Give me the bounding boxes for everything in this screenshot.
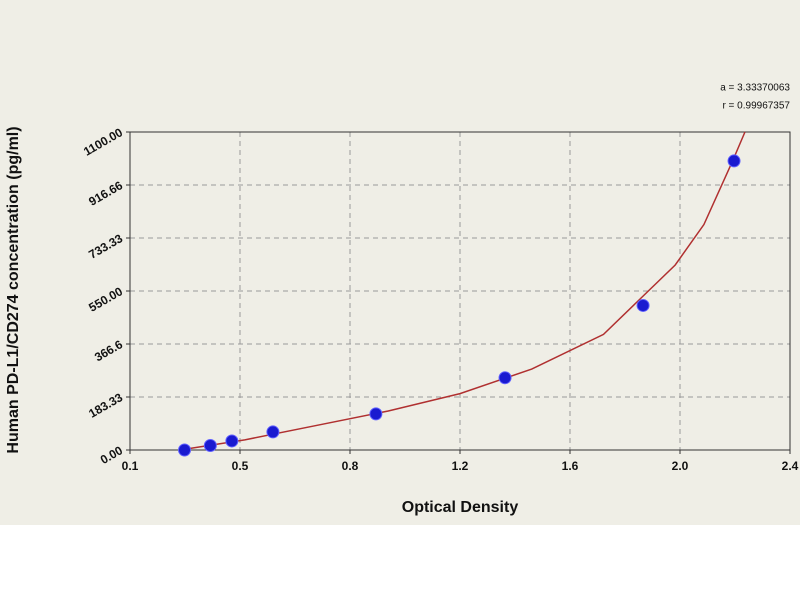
annotation: a = 3.33370063 [720,83,790,94]
fit-curve [179,131,746,450]
annotation: r = 0.99967357 [722,101,790,112]
chart-background [0,0,800,525]
data-point [266,425,280,439]
data-point [203,438,217,452]
x-tick-label: 1.2 [452,459,469,473]
x-tick-label: 2.4 [782,459,799,473]
data-point [727,154,741,168]
data-point [498,371,512,385]
x-tick-label: 0.1 [122,459,139,473]
x-tick-label: 1.6 [562,459,579,473]
x-tick-label: 0.8 [342,459,359,473]
x-tick-label: 2.0 [672,459,689,473]
x-axis-title: Optical Density [402,499,519,516]
data-point [369,407,383,421]
x-tick-label: 0.5 [232,459,249,473]
plot-frame [129,131,791,451]
y-axis-title: Human PD-L1/CD274 concentration (pg/ml) [5,126,22,453]
data-point [178,443,192,457]
data-point [636,298,650,312]
data-point [225,434,239,448]
